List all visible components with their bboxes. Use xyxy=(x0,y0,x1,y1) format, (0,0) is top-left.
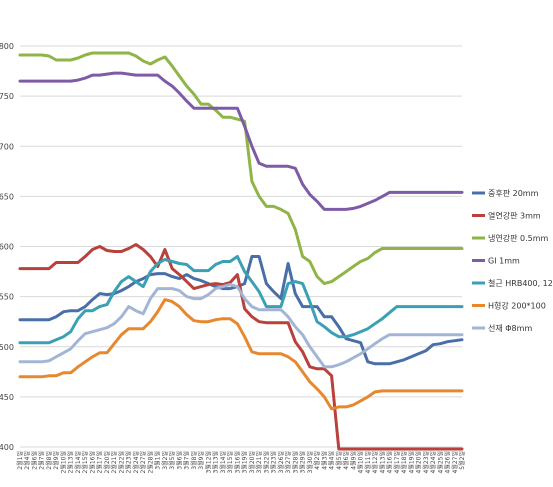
x-tick-label: 4월16일 xyxy=(386,451,394,474)
legend-label: 중후판 20mm xyxy=(488,189,539,198)
x-tick-label: 4월10일 xyxy=(357,451,365,474)
x-tick-label: 3월6일 xyxy=(175,451,183,470)
x-tick-label: 4월27일 xyxy=(451,451,459,474)
x-tick-label: 3월27일 xyxy=(284,451,292,474)
legend-label: GI 1mm xyxy=(488,257,520,266)
x-tick-label: 2월21일 xyxy=(110,451,118,474)
series-line-2 xyxy=(18,51,464,286)
x-tick-label: 2월1일 xyxy=(16,451,24,470)
legend-label: 열연강판 3mm xyxy=(488,211,541,221)
x-tick-label: 3월22일 xyxy=(262,451,270,474)
x-tick-label: 3월2일 xyxy=(161,451,169,470)
x-tick-label: 3월30일 xyxy=(306,451,314,474)
x-tick-label: 3월20일 xyxy=(248,451,256,474)
legend-label: 선재 Φ8mm xyxy=(488,324,532,333)
x-axis: 2월1일 2월4일 2월6일 2월7일 2월8일 2월9일 2월10일 2월13일 2월14일 2… xyxy=(16,451,466,474)
x-tick-label: 4월5일 xyxy=(335,451,343,470)
y-tick-label: 600 xyxy=(0,243,14,252)
series-line-4 xyxy=(18,255,464,345)
x-tick-label: 4월4일 xyxy=(328,451,336,470)
series-layer xyxy=(18,51,464,451)
legend: 중후판 20mm 열연강판 3mm 냉연강판 0.5mm GI 1mm 철근 HRB40… xyxy=(472,189,553,333)
y-tick-label: 700 xyxy=(0,142,14,151)
x-tick-label: 3월16일 xyxy=(233,451,241,474)
x-tick-label: 3월29일 xyxy=(299,451,307,474)
x-tick-label: 3월26일 xyxy=(277,451,285,474)
x-tick-label: 2월16일 xyxy=(88,451,96,474)
legend-label: 철근 HRB400, 12mm xyxy=(488,278,553,288)
x-tick-label: 4월11일 xyxy=(364,451,372,474)
series-line-5 xyxy=(18,298,464,411)
x-tick-label: 4월6일 xyxy=(342,451,350,470)
series-line-3 xyxy=(18,71,464,211)
x-tick-label: 2월15일 xyxy=(81,451,89,474)
x-tick-label: 3월23일 xyxy=(270,451,278,474)
x-tick-label: 2월23일 xyxy=(125,451,133,474)
grid-layer xyxy=(20,45,462,448)
x-tick-label: 3월12일 xyxy=(204,451,212,474)
x-tick-label: 2월22일 xyxy=(117,451,125,474)
x-tick-label: 4월24일 xyxy=(429,451,437,474)
legend-label: 냉연강판 0.5mm xyxy=(488,233,548,243)
x-tick-label: 2월8일 xyxy=(45,451,53,470)
x-tick-label: 5월2일 xyxy=(458,451,466,470)
series-line-6 xyxy=(18,283,464,369)
x-tick-label: 4월2일 xyxy=(313,451,321,470)
x-tick-label: 3월8일 xyxy=(190,451,198,470)
x-tick-label: 4월9일 xyxy=(349,451,357,470)
x-tick-label: 4월26일 xyxy=(444,451,452,474)
x-tick-label: 4월12일 xyxy=(371,451,379,474)
x-tick-label: 3월5일 xyxy=(168,451,176,470)
x-tick-label: 2월24일 xyxy=(132,451,140,474)
y-tick-label: 450 xyxy=(0,393,14,402)
x-tick-label: 3월19일 xyxy=(241,451,249,474)
x-tick-label: 3월13일 xyxy=(212,451,220,474)
x-tick-label: 3월28일 xyxy=(291,451,299,474)
x-tick-label: 2월4일 xyxy=(23,451,31,470)
x-tick-label: 4월19일 xyxy=(407,451,415,474)
y-tick-label: 550 xyxy=(0,293,14,302)
x-tick-label: 2월6일 xyxy=(30,451,38,470)
y-tick-label: 800 xyxy=(0,42,14,51)
x-tick-label: 3월15일 xyxy=(226,451,234,474)
x-tick-label: 2월10일 xyxy=(59,451,67,474)
x-tick-label: 4월20일 xyxy=(415,451,423,474)
x-tick-label: 4월25일 xyxy=(436,451,444,474)
x-tick-label: 4월13일 xyxy=(378,451,386,474)
x-tick-label: 3월1일 xyxy=(154,451,162,470)
y-tick-label: 500 xyxy=(0,343,14,352)
x-tick-label: 4월3일 xyxy=(320,451,328,470)
x-tick-label: 2월13일 xyxy=(67,451,75,474)
x-tick-label: 3월14일 xyxy=(219,451,227,474)
x-tick-label: 2월14일 xyxy=(74,451,82,474)
x-tick-label: 3월7일 xyxy=(183,451,191,470)
y-tick-label: 650 xyxy=(0,192,14,201)
x-tick-label: 2월28일 xyxy=(146,451,154,474)
x-tick-label: 3월21일 xyxy=(255,451,263,474)
x-tick-label: 2월27일 xyxy=(139,451,147,474)
x-tick-label: 3월9일 xyxy=(197,451,205,470)
x-tick-label: 2월20일 xyxy=(103,451,111,474)
x-tick-label: 4월18일 xyxy=(400,451,408,474)
x-tick-label: 4월23일 xyxy=(422,451,430,474)
x-tick-label: 2월17일 xyxy=(96,451,104,474)
y-tick-label: 750 xyxy=(0,92,14,101)
x-tick-label: 4월17일 xyxy=(393,451,401,474)
legend-label: H형강 200*100 xyxy=(488,301,546,311)
x-tick-label: 2월7일 xyxy=(38,451,46,470)
x-tick-label: 2월9일 xyxy=(52,451,60,470)
y-axis: 400 450 500 550 600 650 700 750 800 xyxy=(0,42,14,452)
y-tick-label: 400 xyxy=(0,443,14,452)
